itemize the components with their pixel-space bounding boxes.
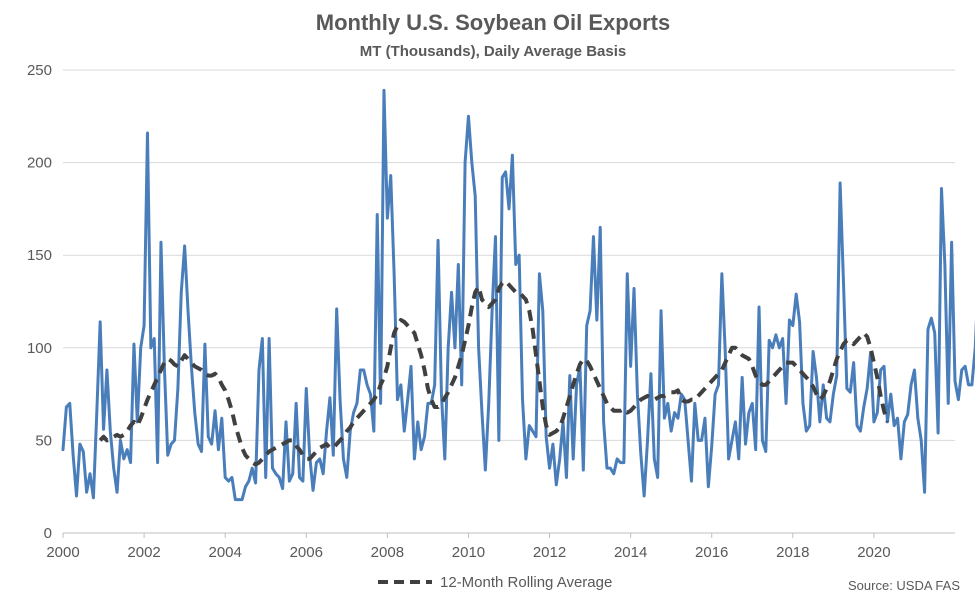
x-tick-label: 2006 — [290, 544, 323, 561]
x-tick-label: 2012 — [533, 544, 566, 561]
x-tick-label: 2018 — [776, 544, 809, 561]
x-tick-label: 2014 — [614, 544, 647, 561]
chart-title: Monthly U.S. Soybean Oil Exports — [316, 10, 671, 35]
y-tick-label: 250 — [27, 62, 52, 79]
y-axis-ticks: 0 50 100 150 200 250 — [27, 62, 52, 542]
chart-subtitle: MT (Thousands), Daily Average Basis — [360, 43, 626, 60]
x-axis-ticks: 2000 2002 2004 2006 2008 2010 2012 2014 2016 2018… — [46, 533, 891, 561]
gridlines — [63, 69, 955, 534]
x-tick-label: 2000 — [46, 544, 79, 561]
y-tick-label: 0 — [44, 525, 52, 542]
x-tick-label: 2008 — [371, 544, 404, 561]
x-tick-label: 2010 — [452, 544, 485, 561]
y-tick-label: 100 — [27, 340, 52, 357]
x-tick-label: 2020 — [857, 544, 890, 561]
series-line-rolling-average — [98, 279, 890, 467]
plot-series — [61, 88, 975, 502]
legend: 12-Month Rolling Average — [378, 574, 612, 591]
legend-label-rolling: 12-Month Rolling Average — [440, 574, 612, 591]
x-tick-label: 2016 — [695, 544, 728, 561]
y-tick-label: 200 — [27, 155, 52, 172]
source-note: Source: USDA FAS — [848, 578, 960, 593]
x-tick-label: 2004 — [208, 544, 241, 561]
y-tick-label: 50 — [35, 432, 52, 449]
series-line-monthly-exports — [61, 88, 975, 502]
x-tick-label: 2002 — [127, 544, 160, 561]
y-tick-label: 150 — [27, 247, 52, 264]
